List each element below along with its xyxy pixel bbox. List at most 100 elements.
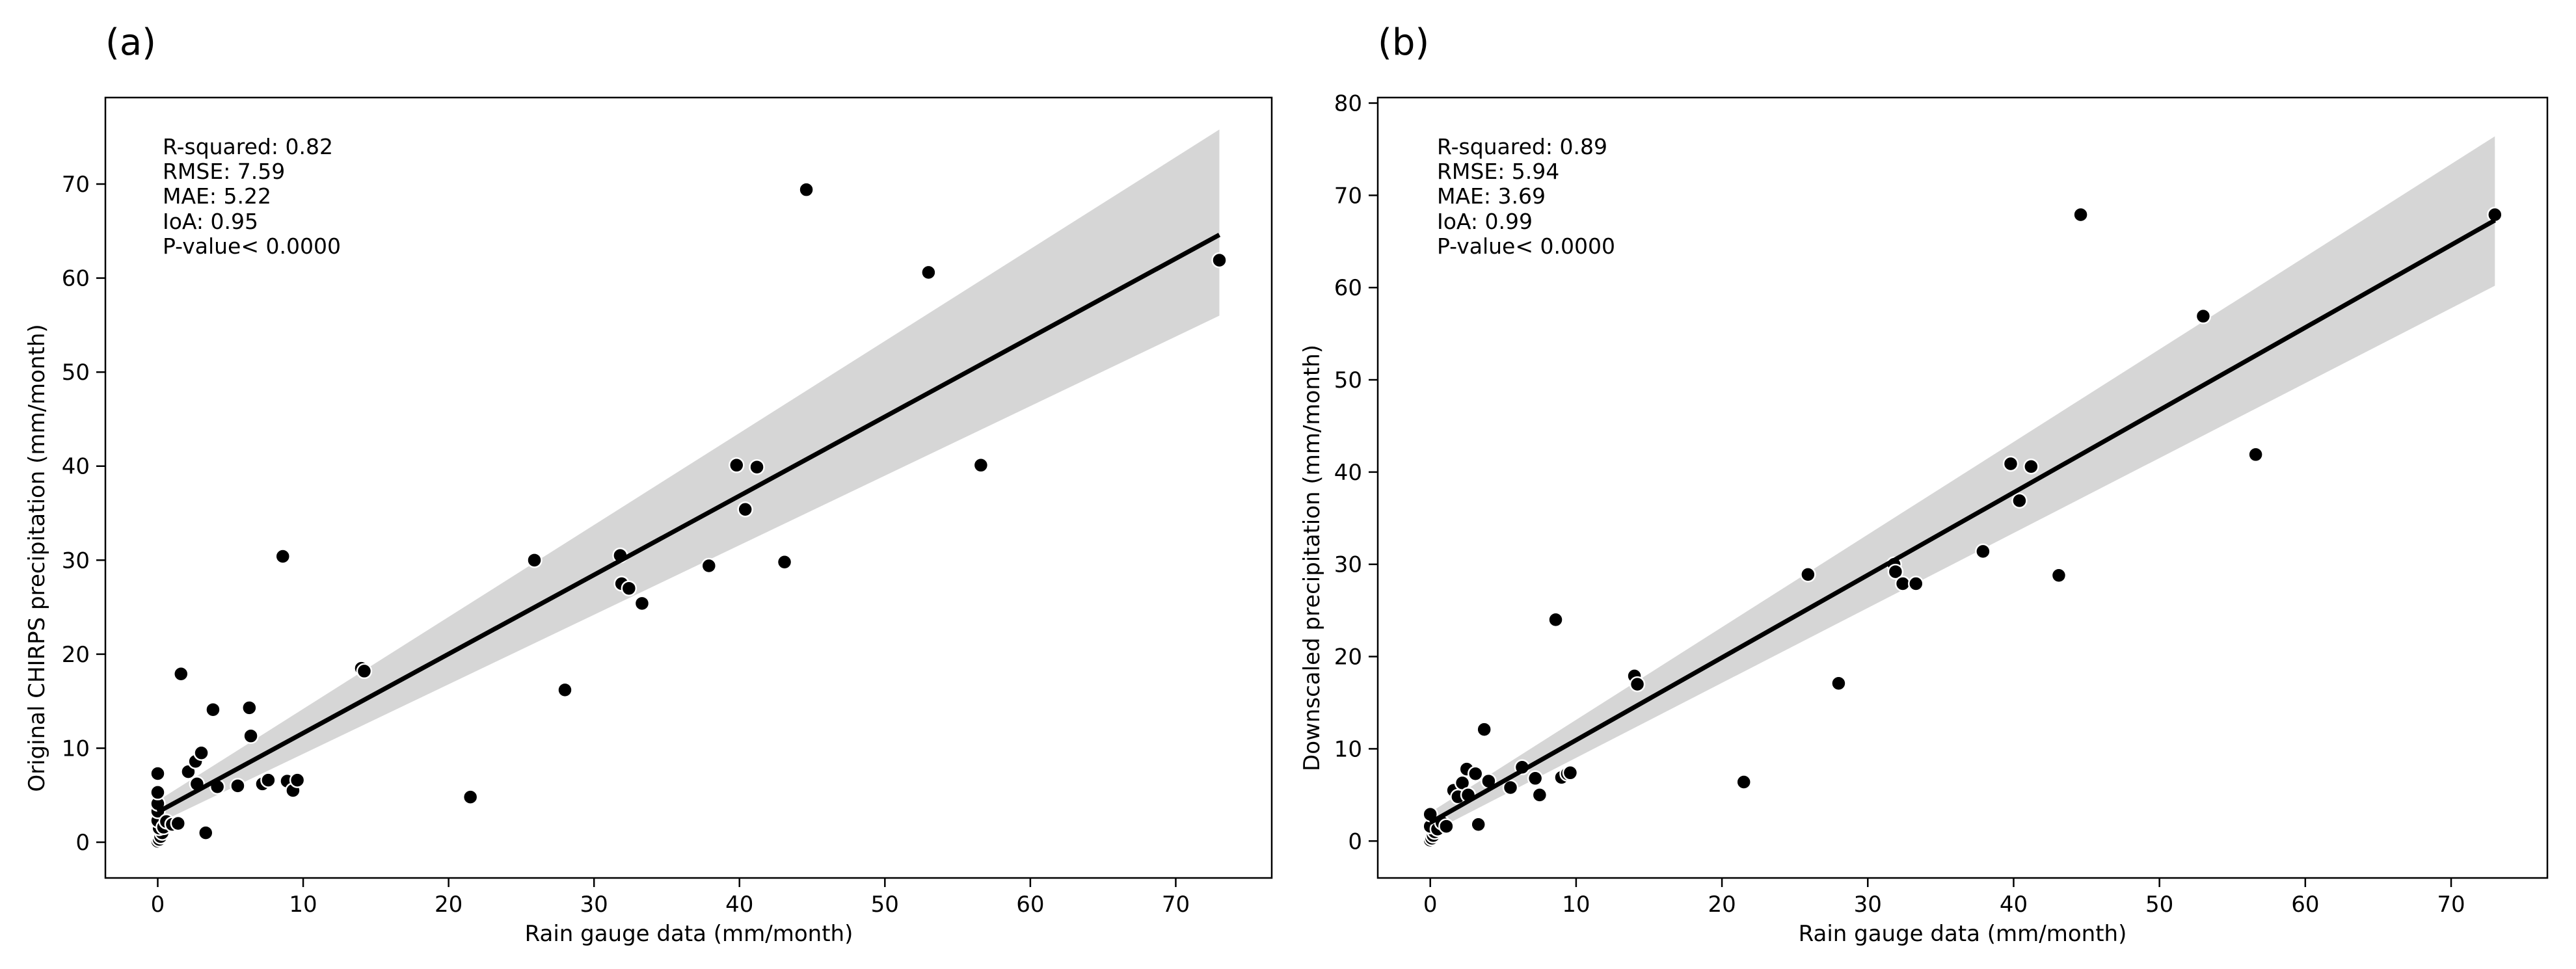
- y-tick-label: 80: [1334, 91, 1362, 117]
- regression-line: [1429, 218, 2497, 825]
- stat-rmse: RMSE: 5.94: [1437, 159, 1559, 184]
- data-point: [2023, 458, 2039, 475]
- data-point: [557, 682, 573, 698]
- y-axis-label: Downscaled precipitation (mm/month): [1299, 345, 1325, 771]
- plot-frame: [104, 96, 1273, 879]
- data-point: [749, 458, 765, 475]
- y-tick-label: 50: [62, 360, 90, 386]
- y-tick-label: 10: [1334, 736, 1362, 762]
- x-tick-label: 30: [580, 892, 608, 918]
- data-point: [729, 457, 745, 473]
- x-tick-label: 60: [2291, 892, 2319, 918]
- data-point: [170, 815, 187, 832]
- data-point: [1211, 252, 1228, 269]
- x-axis-ticks: 0 10 20 30 40 50 60 70: [151, 878, 1190, 918]
- y-tick-label: 0: [1348, 829, 1362, 855]
- y-tick-label: 30: [62, 548, 90, 574]
- data-point: [1467, 765, 1484, 782]
- x-tick-label: 60: [1016, 892, 1044, 918]
- data-point: [634, 595, 651, 612]
- data-point: [1894, 576, 1911, 592]
- plot-frame: [1376, 96, 2549, 879]
- y-tick-label: 20: [62, 642, 90, 668]
- data-point: [193, 745, 209, 761]
- data-point: [241, 700, 258, 716]
- stat-ioa: IoA: 0.99: [1437, 209, 1533, 234]
- stat-mae: MAE: 3.69: [1437, 183, 1546, 209]
- data-point: [260, 772, 276, 788]
- data-point: [1887, 563, 1904, 580]
- data-point: [2011, 492, 2028, 509]
- data-point: [150, 784, 166, 801]
- data-point: [230, 778, 246, 794]
- data-point: [1562, 765, 1579, 781]
- x-tick-label: 40: [2000, 892, 2028, 918]
- data-point: [1736, 774, 1752, 790]
- stat-mae: MAE: 5.22: [163, 183, 271, 209]
- y-tick-label: 60: [1334, 275, 1362, 301]
- panel-label: (b): [1378, 21, 1429, 64]
- y-tick-label: 50: [1334, 367, 1362, 393]
- data-point: [356, 663, 373, 680]
- data-point: [1470, 816, 1486, 832]
- x-tick-label: 10: [1562, 892, 1590, 918]
- stat-ioa: IoA: 0.95: [163, 209, 258, 234]
- x-tick-label: 10: [289, 892, 317, 918]
- y-tick-label: 40: [1334, 460, 1362, 486]
- confidence-band: [1430, 136, 2495, 833]
- data-point: [973, 457, 989, 473]
- x-axis-ticks: 0 10 20 30 40 50 60 70: [1423, 878, 2465, 918]
- x-axis-label: Rain gauge data (mm/month): [525, 921, 853, 947]
- y-axis-ticks: 0 10 20 30 40 50 60 70: [62, 172, 105, 856]
- data-point: [1531, 787, 1548, 803]
- panel-b: (b) 0 10 20 30 40 50 60 70 0 10 20 30 40 50 60 70 80 R-…: [1299, 21, 2549, 947]
- data-point: [173, 666, 189, 682]
- data-point: [621, 580, 637, 596]
- stat-p-value: P-value< 0.0000: [1437, 233, 1615, 259]
- data-point: [1502, 779, 1519, 796]
- y-tick-label: 20: [1334, 644, 1362, 670]
- data-point: [2002, 455, 2019, 472]
- data-point: [701, 557, 718, 574]
- stat-p-value: P-value< 0.0000: [163, 233, 341, 259]
- panel-label: (a): [105, 21, 156, 64]
- y-axis-ticks: 0 10 20 30 40 50 60 70 80: [1334, 91, 1378, 855]
- x-tick-label: 50: [871, 892, 899, 918]
- data-point: [737, 501, 753, 518]
- data-point: [1800, 566, 1816, 583]
- data-point: [776, 553, 793, 570]
- data-point: [150, 765, 166, 782]
- x-tick-label: 40: [725, 892, 753, 918]
- regression-line: [156, 233, 1221, 814]
- data-point: [920, 264, 937, 281]
- data-point: [2195, 308, 2212, 325]
- data-point: [2247, 446, 2264, 463]
- x-axis-label: Rain gauge data (mm/month): [1799, 921, 2127, 947]
- x-tick-label: 50: [2145, 892, 2173, 918]
- y-tick-label: 10: [62, 736, 90, 762]
- data-point: [1476, 721, 1492, 737]
- x-tick-label: 70: [2437, 892, 2465, 918]
- confidence-band: [157, 129, 1220, 824]
- data-point: [2050, 567, 2067, 584]
- y-tick-label: 30: [1334, 552, 1362, 578]
- data-point: [1831, 675, 1847, 691]
- x-tick-label: 30: [1854, 892, 1882, 918]
- data-point: [2487, 206, 2503, 223]
- data-point: [1438, 818, 1455, 834]
- data-point: [275, 548, 291, 564]
- stat-rmse: RMSE: 7.59: [163, 159, 285, 184]
- stat-r-squared: R-squared: 0.82: [163, 134, 333, 159]
- x-tick-label: 0: [151, 892, 165, 918]
- y-tick-label: 0: [75, 830, 90, 856]
- stats-box: R-squared: 0.89 RMSE: 5.94 MAE: 3.69 IoA…: [1437, 134, 1615, 259]
- y-tick-label: 70: [1334, 183, 1362, 209]
- data-point: [205, 701, 221, 718]
- x-tick-label: 20: [435, 892, 463, 918]
- data-point: [462, 789, 479, 805]
- y-tick-label: 40: [62, 454, 90, 480]
- data-point: [526, 552, 543, 568]
- data-point: [1548, 611, 1564, 628]
- data-point: [2073, 206, 2089, 223]
- data-point: [1527, 770, 1544, 787]
